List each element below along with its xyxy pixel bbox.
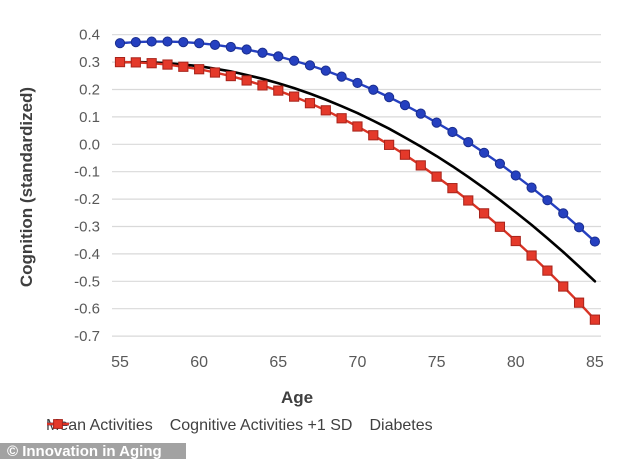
x-tick-label: 85 (586, 354, 604, 371)
marker-circle-cognitive-activities-1-sd (289, 55, 300, 66)
marker-square-diabetes (130, 57, 141, 68)
marker-circle-cognitive-activities-1-sd (399, 100, 411, 111)
marker-circle-cognitive-activities-1-sd (368, 84, 379, 95)
marker-square-diabetes (431, 171, 442, 182)
legend-item-diabetes: Diabetes (47, 417, 433, 435)
legend-swatch-diabetes (47, 419, 69, 429)
marker-square-diabetes (558, 281, 569, 292)
chart-legend: Mean Activities Cognitive Activities +1 S… (46, 417, 433, 435)
marker-circle-cognitive-activities-1-sd (304, 60, 316, 71)
marker-circle-cognitive-activities-1-sd (257, 47, 268, 58)
marker-circle-cognitive-activities-1-sd (114, 38, 126, 49)
marker-square-diabetes (510, 235, 521, 247)
marker-circle-cognitive-activities-1-sd (447, 126, 458, 138)
marker-circle-cognitive-activities-1-sd (494, 158, 506, 169)
marker-square-diabetes (447, 183, 458, 194)
marker-square-diabetes (320, 105, 331, 116)
x-tick-label: 65 (269, 354, 287, 371)
marker-square-diabetes (304, 98, 316, 109)
x-tick-label: 75 (428, 354, 446, 371)
marker-circle-cognitive-activities-1-sd (146, 36, 157, 47)
marker-square-diabetes (589, 314, 600, 325)
legend-label-cognitive-activities-1-sd: Cognitive Activities +1 SD (169, 417, 353, 434)
legend-label-diabetes: Diabetes (369, 417, 433, 434)
y-axis-title: Cognition (standardized) (17, 86, 36, 288)
marker-circle-cognitive-activities-1-sd (194, 38, 205, 49)
marker-circle-cognitive-activities-1-sd (225, 41, 236, 53)
marker-square-diabetes (289, 91, 300, 102)
y-tick-label: 0.3 (79, 54, 100, 71)
marker-square-diabetes (336, 113, 347, 124)
y-tick-label: 0.2 (79, 82, 100, 99)
marker-circle-cognitive-activities-1-sd (573, 222, 585, 233)
marker-square-diabetes (209, 67, 221, 78)
y-tick-label: -0.3 (74, 219, 100, 236)
marker-circle-cognitive-activities-1-sd (336, 71, 347, 82)
marker-circle-cognitive-activities-1-sd (352, 77, 363, 89)
y-tick-label: 0.0 (79, 136, 100, 153)
marker-circle-cognitive-activities-1-sd (463, 137, 474, 148)
marker-square-diabetes (494, 221, 506, 232)
y-tick-label: -0.6 (74, 301, 100, 318)
marker-square-diabetes (241, 75, 252, 86)
marker-square-diabetes (478, 208, 490, 219)
marker-square-diabetes (178, 61, 189, 72)
marker-square-diabetes (146, 58, 157, 69)
marker-square-diabetes (573, 297, 585, 308)
legend-item-cognitive-activities-1-sd: Cognitive Activities +1 SD (47, 417, 353, 435)
y-tick-label: -0.7 (74, 328, 100, 345)
marker-circle-cognitive-activities-1-sd (178, 36, 189, 48)
legend-marker-square-diabetes (53, 419, 63, 429)
marker-circle-cognitive-activities-1-sd (589, 236, 601, 247)
y-tick-label: -0.1 (74, 164, 100, 181)
x-tick-label: 70 (349, 354, 367, 371)
y-tick-label: -0.4 (74, 246, 100, 263)
marker-circle-cognitive-activities-1-sd (415, 108, 426, 119)
marker-circle-cognitive-activities-1-sd (320, 65, 331, 76)
marker-circle-cognitive-activities-1-sd (510, 170, 521, 181)
marker-square-diabetes (194, 64, 205, 75)
x-tick-label: 60 (190, 354, 208, 371)
marker-circle-cognitive-activities-1-sd (384, 92, 395, 103)
x-tick-label: 55 (111, 354, 129, 371)
marker-square-diabetes (257, 80, 268, 91)
y-tick-label: -0.5 (74, 273, 100, 290)
marker-square-diabetes (273, 85, 284, 96)
marker-square-diabetes (399, 149, 411, 160)
marker-circle-cognitive-activities-1-sd (478, 147, 490, 158)
marker-circle-cognitive-activities-1-sd (209, 39, 221, 50)
marker-square-diabetes (225, 70, 236, 82)
marker-circle-cognitive-activities-1-sd (130, 36, 141, 48)
y-tick-label: -0.2 (74, 191, 100, 208)
marker-square-diabetes (352, 121, 363, 132)
marker-square-diabetes (463, 195, 474, 206)
legend-label-mean-activities: Mean Activities (46, 417, 153, 434)
marker-circle-cognitive-activities-1-sd (273, 51, 284, 62)
marker-circle-cognitive-activities-1-sd (558, 208, 569, 219)
series-line-cognitive-activities-1-sd (118, 40, 597, 243)
marker-circle-cognitive-activities-1-sd (526, 182, 537, 193)
marker-circle-cognitive-activities-1-sd (162, 36, 173, 47)
x-axis-title: Age (280, 388, 314, 407)
marker-square-diabetes (114, 57, 126, 68)
marker-square-diabetes (415, 160, 426, 171)
watermark: © Innovation in Aging (0, 443, 186, 459)
marker-square-diabetes (384, 139, 395, 150)
y-tick-label: 0.1 (79, 109, 100, 126)
marker-square-diabetes (542, 265, 553, 276)
y-tick-label: 0.4 (79, 27, 100, 44)
marker-square-diabetes (368, 130, 379, 141)
marker-square-diabetes (162, 59, 173, 70)
marker-circle-cognitive-activities-1-sd (431, 117, 442, 128)
x-tick-label: 80 (507, 354, 525, 371)
marker-square-diabetes (526, 250, 537, 261)
marker-circle-cognitive-activities-1-sd (241, 44, 252, 55)
marker-circle-cognitive-activities-1-sd (542, 195, 553, 206)
